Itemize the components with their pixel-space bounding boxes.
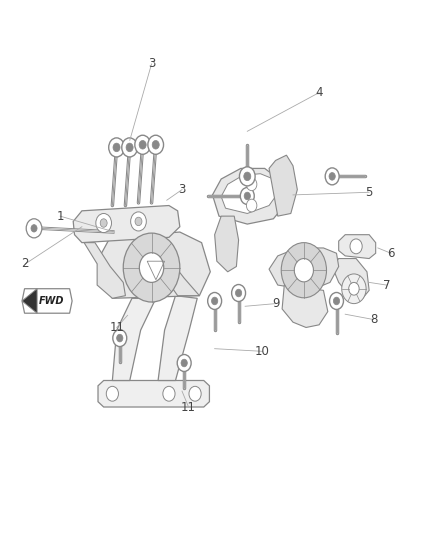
Circle shape (181, 359, 187, 367)
Circle shape (139, 253, 164, 282)
Text: 4: 4 (315, 86, 323, 99)
Polygon shape (339, 235, 376, 259)
Circle shape (236, 289, 242, 297)
Circle shape (109, 138, 124, 157)
Polygon shape (97, 232, 210, 298)
Polygon shape (113, 298, 156, 381)
Circle shape (163, 386, 175, 401)
Text: 11: 11 (109, 321, 124, 334)
Text: 2: 2 (21, 257, 29, 270)
Polygon shape (158, 296, 197, 381)
Polygon shape (215, 216, 239, 272)
Polygon shape (147, 243, 199, 296)
Circle shape (135, 217, 142, 225)
Circle shape (117, 334, 123, 342)
Circle shape (329, 173, 336, 180)
Circle shape (350, 239, 362, 254)
Circle shape (208, 293, 222, 310)
Text: 9: 9 (272, 297, 279, 310)
Text: FWD: FWD (39, 296, 64, 306)
Circle shape (281, 243, 326, 298)
Circle shape (247, 199, 257, 212)
Polygon shape (84, 243, 125, 298)
Circle shape (333, 297, 339, 305)
Circle shape (31, 224, 37, 232)
Circle shape (152, 141, 159, 149)
Circle shape (135, 135, 151, 155)
Text: 5: 5 (365, 186, 373, 199)
Text: 3: 3 (178, 183, 186, 196)
Circle shape (240, 167, 255, 186)
Circle shape (294, 259, 314, 282)
Polygon shape (212, 168, 286, 224)
Circle shape (106, 386, 118, 401)
Polygon shape (22, 289, 72, 313)
Circle shape (177, 354, 191, 372)
Circle shape (247, 178, 257, 191)
Text: 8: 8 (370, 313, 377, 326)
Text: 10: 10 (255, 345, 270, 358)
Polygon shape (282, 285, 328, 327)
Circle shape (325, 168, 339, 185)
Circle shape (240, 188, 254, 205)
Text: 11: 11 (181, 400, 196, 414)
Circle shape (131, 212, 146, 231)
Circle shape (123, 233, 180, 302)
Polygon shape (332, 259, 369, 298)
Circle shape (244, 192, 251, 200)
Text: 7: 7 (383, 279, 390, 292)
Circle shape (349, 282, 359, 295)
Circle shape (26, 219, 42, 238)
Circle shape (126, 143, 133, 152)
Polygon shape (269, 248, 339, 290)
Polygon shape (22, 289, 37, 313)
Text: 1: 1 (57, 209, 64, 223)
Text: 6: 6 (387, 247, 395, 260)
Circle shape (232, 285, 246, 302)
Polygon shape (98, 381, 209, 407)
Polygon shape (73, 206, 180, 243)
Circle shape (189, 386, 201, 401)
Polygon shape (221, 174, 278, 214)
Circle shape (122, 138, 138, 157)
Polygon shape (269, 155, 297, 216)
Circle shape (100, 219, 107, 227)
Circle shape (342, 274, 366, 304)
Circle shape (113, 329, 127, 346)
Circle shape (244, 172, 251, 181)
Circle shape (148, 135, 163, 155)
Circle shape (139, 141, 146, 149)
Text: 3: 3 (148, 58, 155, 70)
Circle shape (329, 293, 343, 310)
Circle shape (113, 143, 120, 152)
Circle shape (212, 297, 218, 305)
Circle shape (96, 214, 112, 232)
